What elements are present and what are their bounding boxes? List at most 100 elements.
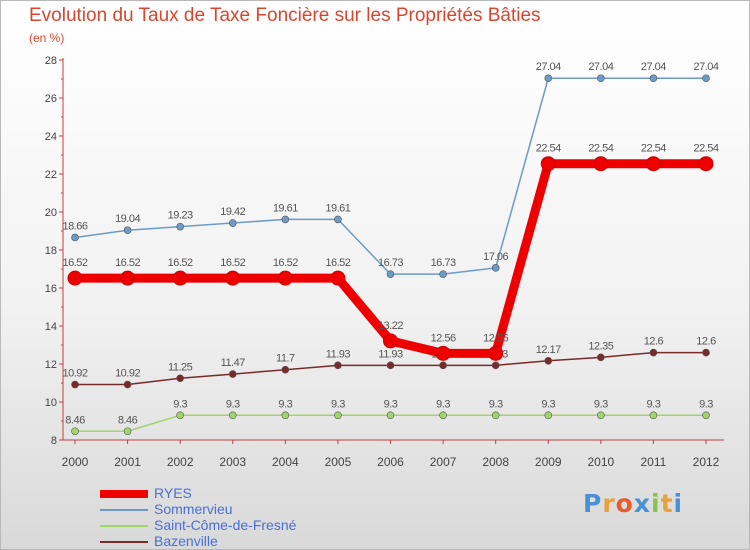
- data-label-bazenville: 11.93: [378, 348, 403, 360]
- data-point-bazenville: [228, 370, 237, 378]
- data-point-saint-c-me-de-fresn-: [649, 411, 658, 420]
- data-label-saint-c-me-de-fresn-: 9.3: [541, 398, 555, 410]
- data-label-sommervieu: 27.04: [693, 61, 718, 73]
- data-label-sommervieu: 27.04: [536, 61, 561, 73]
- data-point-saint-c-me-de-fresn-: [71, 427, 79, 436]
- data-point-saint-c-me-de-fresn-: [281, 411, 290, 420]
- x-tick-label: 2011: [641, 455, 667, 469]
- data-point-bazenville: [649, 348, 658, 357]
- data-point-sommervieu: [281, 215, 290, 224]
- data-label-saint-c-me-de-fresn-: 9.3: [384, 398, 398, 410]
- logo-letter: x: [633, 489, 651, 518]
- y-tick-label: 24: [45, 131, 57, 143]
- data-point-saint-c-me-de-fresn-: [491, 411, 500, 420]
- data-label-ryes: 22.54: [588, 143, 613, 155]
- proxiti-logo: Proxiti: [583, 489, 683, 518]
- data-label-saint-c-me-de-fresn-: 9.3: [226, 398, 240, 410]
- data-point-saint-c-me-de-fresn-: [439, 411, 447, 420]
- data-point-ryes: [172, 270, 188, 286]
- data-label-sommervieu: 19.61: [325, 202, 350, 214]
- x-tick-label: 2004: [272, 455, 299, 469]
- data-label-sommervieu: 17.06: [483, 251, 508, 263]
- logo-letter: i: [651, 489, 661, 518]
- data-point-sommervieu: [702, 74, 710, 83]
- logo-letter: i: [673, 489, 684, 518]
- x-tick-label: 2005: [325, 455, 352, 469]
- data-point-ryes: [593, 156, 609, 172]
- data-point-saint-c-me-de-fresn-: [123, 427, 132, 436]
- data-point-bazenville: [439, 361, 447, 370]
- legend-label-bazenville: Bazenville: [154, 533, 218, 549]
- data-point-sommervieu: [649, 74, 658, 83]
- legend-item-ryes: RYES: [100, 485, 420, 502]
- y-tick-label: 26: [45, 93, 57, 105]
- legend-swatch-ryes: [100, 490, 148, 498]
- data-label-ryes: 12.56: [431, 332, 456, 344]
- data-label-bazenville: 11.25: [168, 361, 193, 373]
- x-tick-label: 2006: [377, 455, 404, 469]
- data-label-bazenville: 10.92: [115, 368, 140, 380]
- data-point-ryes: [488, 345, 504, 361]
- data-label-bazenville: 12.6: [644, 336, 664, 348]
- series-line-sommervieu: [74, 77, 707, 275]
- data-label-ryes: 22.54: [641, 143, 666, 155]
- data-label-bazenville: 11.7: [276, 353, 295, 365]
- y-axis-unit: (en %): [29, 31, 65, 45]
- data-label-sommervieu: 16.73: [431, 257, 456, 269]
- data-label-sommervieu: 19.23: [168, 210, 193, 222]
- legend-swatch-saint-come: [100, 525, 148, 527]
- x-tick-label: 2012: [693, 455, 720, 469]
- data-label-sommervieu: 19.42: [220, 206, 245, 218]
- data-label-sommervieu: 27.04: [588, 61, 613, 73]
- data-point-ryes: [435, 345, 451, 361]
- data-label-ryes: 16.52: [62, 257, 87, 269]
- data-point-saint-c-me-de-fresn-: [176, 411, 184, 420]
- chart-title: Evolution du Taux de Taxe Foncière sur l…: [29, 5, 541, 26]
- data-label-bazenville: 11.93: [326, 348, 351, 360]
- data-point-saint-c-me-de-fresn-: [386, 411, 395, 420]
- data-label-saint-c-me-de-fresn-: 9.3: [489, 398, 503, 410]
- data-point-sommervieu: [544, 74, 553, 83]
- y-tick-label: 18: [45, 245, 57, 257]
- y-tick-label: 12: [45, 359, 57, 371]
- data-point-bazenville: [702, 348, 710, 357]
- data-point-bazenville: [71, 380, 79, 389]
- legend-swatch-bazenville: [100, 541, 148, 543]
- data-label-bazenville: 12.6: [696, 336, 716, 348]
- x-tick-label: 2010: [587, 455, 614, 469]
- data-label-sommervieu: 19.04: [115, 213, 140, 225]
- data-label-bazenville: 12.35: [588, 340, 613, 352]
- legend-swatch-sommervieu: [100, 509, 148, 511]
- logo-letter: t: [660, 489, 674, 518]
- data-point-sommervieu: [386, 270, 395, 278]
- x-tick-label: 2001: [114, 455, 141, 469]
- data-label-ryes: 12.56: [483, 332, 508, 344]
- data-label-ryes: 16.52: [273, 257, 298, 269]
- x-tick-label: 2009: [535, 455, 562, 469]
- logo-letter: o: [615, 489, 634, 518]
- data-point-ryes: [645, 156, 661, 172]
- data-label-ryes: 22.54: [693, 143, 718, 155]
- data-point-ryes: [120, 270, 136, 286]
- data-point-saint-c-me-de-fresn-: [544, 411, 553, 420]
- data-point-ryes: [67, 270, 83, 286]
- data-point-saint-c-me-de-fresn-: [334, 411, 342, 420]
- legend-item-sommervieu: Sommervieu: [100, 501, 420, 518]
- data-label-saint-c-me-de-fresn-: 9.3: [647, 398, 661, 410]
- data-point-bazenville: [176, 374, 184, 383]
- data-label-ryes: 16.52: [325, 257, 350, 269]
- data-point-sommervieu: [71, 233, 79, 242]
- data-point-sommervieu: [439, 270, 447, 278]
- data-point-ryes: [698, 156, 714, 172]
- data-point-ryes: [383, 333, 398, 349]
- legend-item-saint-come: Saint-Côme-de-Fresné: [100, 517, 420, 534]
- logo-letter: r: [602, 489, 616, 518]
- data-label-saint-c-me-de-fresn-: 9.3: [278, 398, 292, 410]
- legend-label-saint-come: Saint-Côme-de-Fresné: [154, 517, 297, 533]
- y-tick-label: 16: [45, 283, 57, 295]
- y-tick-label: 22: [45, 169, 57, 181]
- data-label-saint-c-me-de-fresn-: 9.3: [173, 398, 187, 410]
- x-tick-label: 2000: [62, 455, 89, 469]
- legend: RYES Sommervieu Saint-Côme-de-Fresné Baz…: [100, 485, 420, 550]
